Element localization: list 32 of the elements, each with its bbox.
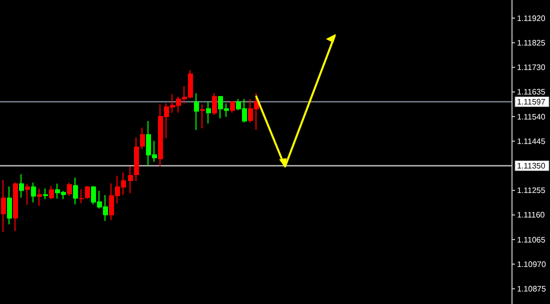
candlestick: [206, 101, 211, 124]
candlestick: [19, 174, 24, 198]
y-tick-label: 1.11635: [517, 88, 546, 97]
candlestick: [73, 177, 78, 205]
y-tick-label: 1.10875: [517, 284, 546, 294]
y-tick-label: 1.11540: [517, 112, 546, 122]
candlestick: [31, 182, 36, 204]
candlestick: [200, 104, 205, 129]
ref-line-label: 1.11350: [517, 162, 546, 171]
candlestick: [85, 185, 90, 200]
candlestick: [212, 92, 217, 116]
candlestick: [128, 166, 133, 194]
candlestick: [140, 127, 145, 150]
candlestick: [230, 100, 235, 114]
y-tick-label: 1.11065: [517, 235, 546, 244]
y-tick-label: 1.11730: [517, 63, 546, 72]
y-tick-label: 1.11255: [517, 186, 546, 196]
candlestick: [1, 179, 6, 233]
y-tick-label: 1.11825: [517, 38, 546, 48]
candlestick: [37, 188, 42, 206]
candlestick: [194, 92, 199, 131]
candlestick: [67, 182, 72, 197]
y-tick-label: 1.10970: [517, 260, 546, 269]
candlestick: [25, 184, 30, 206]
y-tick-label: 1.11160: [517, 210, 546, 220]
candlestick: [7, 186, 12, 225]
y-tick-label: 1.11445: [517, 136, 546, 146]
ref-line-label: 1.11597: [517, 98, 546, 107]
candlestick: [79, 188, 84, 204]
candlestick: [49, 185, 54, 200]
candlestick: [43, 188, 48, 200]
y-tick-label: 1.11920: [517, 14, 546, 23]
